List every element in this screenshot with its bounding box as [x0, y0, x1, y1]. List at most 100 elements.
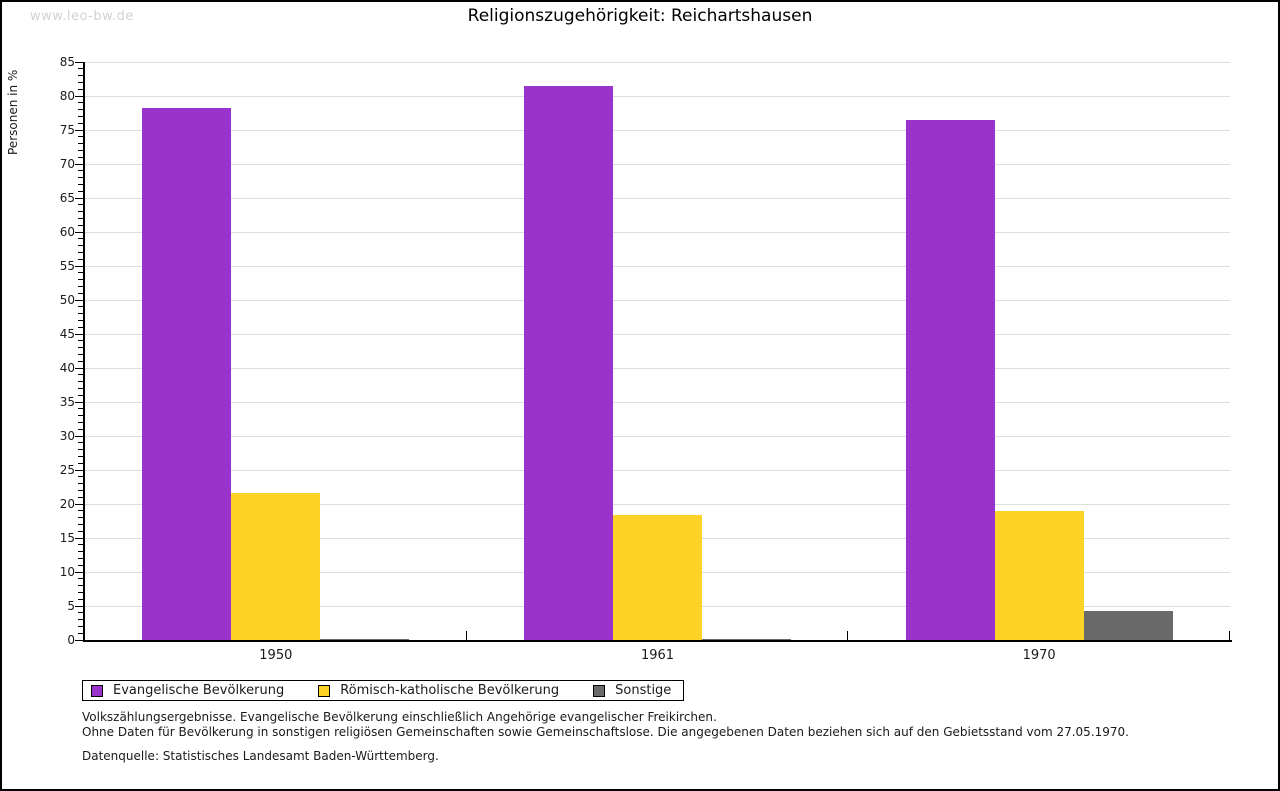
y-tick-label: 55: [59, 259, 75, 273]
y-tick-label: 10: [59, 565, 75, 579]
x-boundary-tick: [465, 631, 467, 640]
y-major-tick: [75, 639, 83, 641]
y-tick-label: 5: [67, 599, 75, 613]
y-major-tick: [75, 367, 83, 369]
chart-title: Religionszugehörigkeit: Reichartshausen: [467, 6, 813, 26]
y-minor-tick: [78, 462, 83, 464]
y-tick-label: 25: [59, 463, 75, 477]
y-axis-title: Personen in %: [6, 69, 20, 155]
legend-item-sonstige: Sonstige: [593, 683, 671, 698]
y-minor-tick: [78, 258, 83, 260]
legend-swatch: [91, 684, 103, 697]
legend-item-evangelische: Evangelische Bevölkerung: [91, 683, 284, 698]
y-minor-tick: [78, 224, 83, 226]
y-major-tick: [75, 299, 83, 301]
gridline: [85, 61, 1230, 63]
y-major-tick: [75, 333, 83, 335]
y-minor-tick: [78, 279, 83, 281]
y-minor-tick: [78, 394, 83, 396]
y-minor-tick: [78, 612, 83, 614]
y-minor-tick: [78, 387, 83, 389]
y-minor-tick: [78, 632, 83, 634]
y-minor-tick: [78, 517, 83, 519]
footnote-line-2: Ohne Daten für Bevölkerung in sonstigen …: [82, 725, 1129, 739]
y-major-tick: [75, 163, 83, 165]
y-minor-tick: [78, 483, 83, 485]
y-minor-tick: [78, 68, 83, 70]
y-minor-tick: [78, 285, 83, 287]
y-minor-tick: [78, 149, 83, 151]
gridline: [85, 197, 1230, 199]
y-minor-tick: [78, 340, 83, 342]
y-minor-tick: [78, 353, 83, 355]
y-tick-label: 0: [67, 633, 75, 647]
bar-1950-evangelische: [142, 107, 232, 640]
y-minor-tick: [78, 122, 83, 124]
y-major-tick: [75, 571, 83, 573]
y-major-tick: [75, 469, 83, 471]
y-minor-tick: [78, 292, 83, 294]
y-axis-line: [83, 62, 85, 640]
bar-1961-sonstige: [702, 639, 791, 640]
y-minor-tick: [78, 170, 83, 172]
gridline: [85, 435, 1230, 437]
y-tick-label: 35: [59, 395, 75, 409]
gridline: [85, 503, 1230, 505]
gridline: [85, 95, 1230, 97]
footnote-line-1: Volkszählungsergebnisse. Evangelische Be…: [82, 710, 717, 724]
y-minor-tick: [78, 217, 83, 219]
y-major-tick: [75, 95, 83, 97]
y-tick-label: 50: [59, 293, 75, 307]
y-major-tick: [75, 435, 83, 437]
y-minor-tick: [78, 211, 83, 213]
y-tick-label: 85: [59, 55, 75, 69]
y-minor-tick: [78, 109, 83, 111]
legend-swatch: [593, 684, 606, 697]
y-minor-tick: [78, 204, 83, 206]
bar-1961-evangelische: [524, 85, 613, 640]
x-category-label: 1950: [259, 648, 293, 663]
y-minor-tick: [78, 530, 83, 532]
y-tick-label: 65: [59, 191, 75, 205]
y-minor-tick: [78, 476, 83, 478]
y-minor-tick: [78, 156, 83, 158]
y-minor-tick: [78, 496, 83, 498]
gridline: [85, 265, 1230, 267]
gridline: [85, 129, 1230, 131]
y-major-tick: [75, 401, 83, 403]
y-tick-label: 60: [59, 225, 75, 239]
y-minor-tick: [78, 347, 83, 349]
y-minor-tick: [78, 585, 83, 587]
bar-1970-katholische: [994, 510, 1084, 640]
leo-bw-watermark: www.leo-bw.de: [30, 9, 134, 24]
y-tick-label: 40: [59, 361, 75, 375]
y-minor-tick: [78, 591, 83, 593]
y-minor-tick: [78, 598, 83, 600]
y-tick-label: 45: [59, 327, 75, 341]
bar-1950-katholische: [231, 493, 321, 640]
y-minor-tick: [78, 75, 83, 77]
y-major-tick: [75, 503, 83, 505]
y-minor-tick: [78, 360, 83, 362]
x-category-label: 1970: [1022, 648, 1056, 663]
y-minor-tick: [78, 489, 83, 491]
y-major-tick: [75, 129, 83, 131]
bar-1961-katholische: [613, 514, 702, 640]
y-minor-tick: [78, 272, 83, 274]
x-axis-line: [83, 640, 1232, 642]
y-minor-tick: [78, 143, 83, 145]
legend-swatch: [318, 684, 331, 697]
plot-area: 0 5 10 15 20 25 30 35 40 45 50 55 60 65 70 75 80 85 1950 19…: [60, 55, 1232, 663]
gridline: [85, 469, 1230, 471]
y-minor-tick: [78, 238, 83, 240]
y-minor-tick: [78, 449, 83, 451]
gridline: [85, 231, 1230, 233]
y-major-tick: [75, 265, 83, 267]
data-source-note: Datenquelle: Statistisches Landesamt Bad…: [82, 749, 439, 763]
bar-1970-evangelische: [905, 120, 995, 640]
y-major-tick: [75, 231, 83, 233]
y-minor-tick: [78, 183, 83, 185]
y-minor-tick: [78, 564, 83, 566]
y-minor-tick: [78, 578, 83, 580]
y-tick-label: 75: [59, 123, 75, 137]
